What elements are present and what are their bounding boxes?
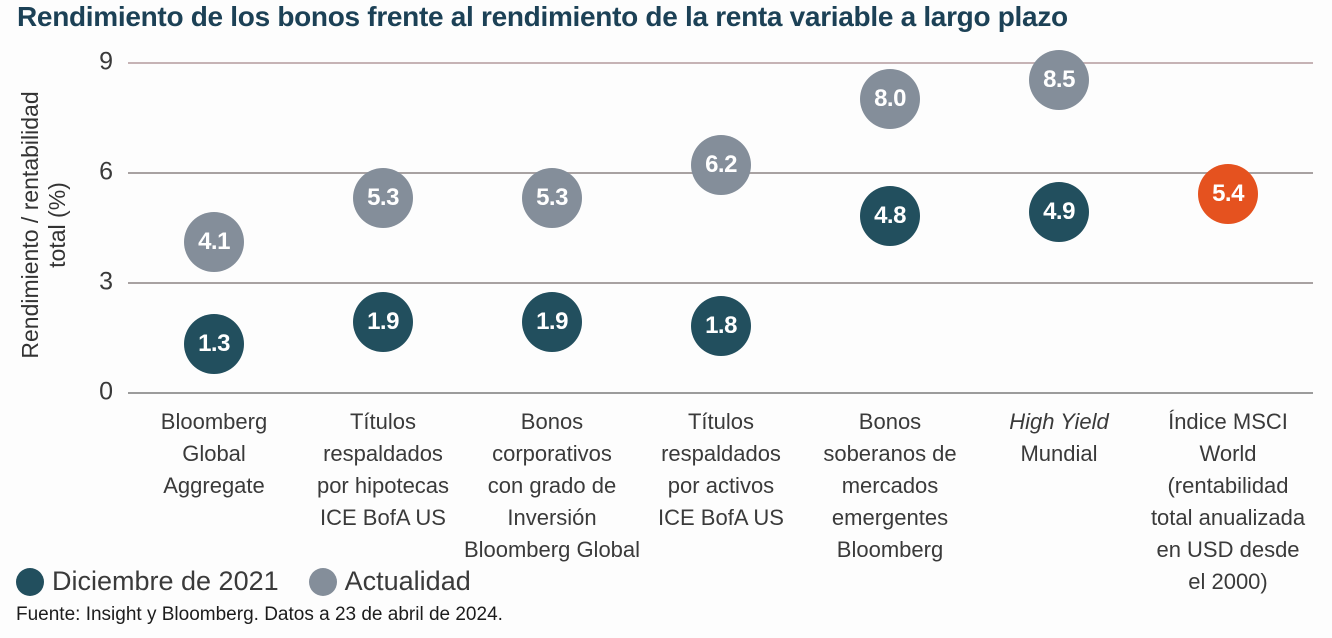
x-category-label-line: emergentes xyxy=(831,505,949,530)
y-tick-label: 0 xyxy=(99,377,113,406)
x-category-label-line: mercados xyxy=(841,473,939,498)
x-category-label-line: Bloomberg xyxy=(160,409,268,434)
x-category-label: Índice MSCI World (rentabilidad total anual… xyxy=(1123,406,1332,598)
x-category-label-line: Bonos xyxy=(858,409,922,434)
chart-title: Rendimiento de los bonos frente al rendi… xyxy=(17,1,1068,32)
x-category-label-line: por activos xyxy=(667,473,775,498)
y-axis-label: Rendimiento / rentabilidad total (%) xyxy=(17,55,71,395)
legend-label: Diciembre de 2021 xyxy=(52,566,279,596)
x-category-label-line: Inversión xyxy=(507,505,597,530)
y-axis-label-line2: total (%) xyxy=(44,182,70,268)
data-point: 1.9 xyxy=(522,292,582,353)
x-category-label-line: Global xyxy=(182,441,246,466)
x-category-label-line: el 2000) xyxy=(1188,569,1268,594)
x-category-label-line: ICE BofA US xyxy=(658,505,784,530)
data-point: 1.8 xyxy=(691,296,751,356)
x-category-label-line: total anualizada xyxy=(1150,505,1306,530)
x-category-label-line: (rentabilidad xyxy=(1167,473,1289,498)
x-category-label-line: ICE BofA US xyxy=(320,505,446,530)
x-category-label: Bonos corporativos con grado de Inversión Bl… xyxy=(447,406,657,566)
x-category-label: Títulos respaldados por activos ICE BofA US xyxy=(616,406,826,534)
data-point: 5.3 xyxy=(522,167,582,228)
legend-label: Actualidad xyxy=(344,566,471,596)
legend-dot xyxy=(16,567,44,596)
x-category-label-line: High Yield xyxy=(1009,409,1109,434)
x-category-label-line: respaldados xyxy=(661,441,781,466)
x-category-label-line: Bonos xyxy=(520,409,584,434)
x-category-label-line: corporativos xyxy=(492,441,612,466)
data-point: 5.4 xyxy=(1198,164,1258,224)
gridline xyxy=(128,62,1313,64)
legend-item: Actualidad xyxy=(308,566,471,597)
data-point: 1.3 xyxy=(184,314,244,375)
y-tick-label: 9 xyxy=(99,47,113,76)
x-category-label: Bloomberg Global Aggregate xyxy=(109,406,319,502)
x-category-label-line: Aggregate xyxy=(163,473,265,498)
y-tick-label: 3 xyxy=(99,267,113,296)
x-category-label-line: Mundial xyxy=(1020,441,1098,466)
data-point: 8.0 xyxy=(860,68,920,129)
x-category-label-line: Bloomberg xyxy=(836,537,944,562)
x-category-label: High Yield Mundial xyxy=(954,406,1164,470)
data-point: 5.3 xyxy=(353,167,413,228)
legend-dot xyxy=(308,567,337,596)
data-point: 1.9 xyxy=(353,292,413,353)
x-category-label-line: con grado de xyxy=(487,473,617,498)
source-note: Fuente: Insight y Bloomberg. Datos a 23 … xyxy=(16,604,503,625)
x-category-label-line: soberanos de xyxy=(823,441,957,466)
x-axis-line xyxy=(128,392,1313,394)
x-category-label-line: Títulos xyxy=(687,409,755,434)
x-category-label-line: Bloomberg Global xyxy=(463,537,641,562)
data-point: 8.5 xyxy=(1029,50,1089,111)
x-category-label-line: Índice MSCI xyxy=(1168,409,1288,434)
data-point: 4.9 xyxy=(1029,182,1089,243)
x-category-label-line: Títulos xyxy=(349,409,417,434)
data-point: 4.1 xyxy=(184,211,244,272)
y-axis-label-line1: Rendimiento / rentabilidad xyxy=(17,91,43,359)
legend: Diciembre de 2021 Actualidad xyxy=(16,566,471,597)
x-category-label-line: por hipotecas xyxy=(316,473,450,498)
x-category-label: Bonos soberanos de mercados emergentes Bloom… xyxy=(785,406,995,566)
data-point: 6.2 xyxy=(691,134,751,195)
data-point: 4.8 xyxy=(860,186,920,246)
x-category-label: Títulos respaldados por hipotecas ICE BofA … xyxy=(278,406,488,534)
legend-item: Diciembre de 2021 xyxy=(16,566,279,597)
x-category-label-line: respaldados xyxy=(323,441,443,466)
x-category-label-line: en USD desde xyxy=(1156,537,1300,562)
x-category-label-line: World xyxy=(1199,441,1257,466)
y-tick-label: 6 xyxy=(99,157,113,186)
gridline xyxy=(128,282,1313,284)
